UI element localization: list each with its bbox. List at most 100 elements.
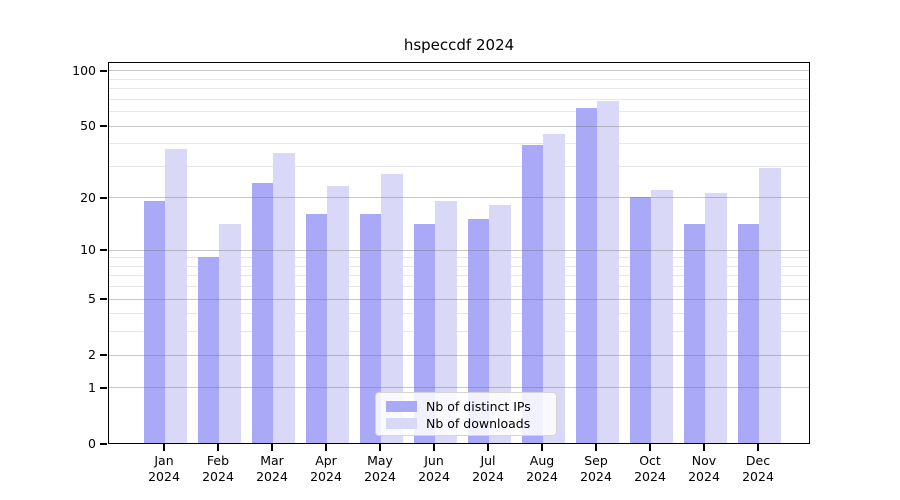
x-tick-label-line: Feb: [206, 453, 230, 468]
gridline-minor: [109, 275, 809, 277]
bar-distinct-ips: [629, 197, 651, 443]
x-tick-mark: [703, 444, 705, 451]
bar-distinct-ips: [737, 224, 759, 443]
x-tick-mark: [487, 444, 489, 451]
gridline-minor: [109, 98, 809, 100]
x-tick-label-line: 2024: [148, 469, 180, 484]
legend-entry-label: Nb of downloads: [426, 416, 531, 431]
x-tick-label: Jun 2024: [398, 453, 470, 485]
y-tick-label: 20: [80, 189, 96, 205]
x-tick-label-line: 2024: [202, 469, 234, 484]
gridline-major: [109, 70, 809, 72]
legend: Nb of distinct IPs Nb of downloads: [375, 392, 557, 436]
x-tick-mark: [541, 444, 543, 451]
x-tick-label-line: 2024: [256, 469, 288, 484]
x-tick-label: Jan 2024: [128, 453, 200, 485]
bar-downloads: [651, 189, 673, 443]
chart-title: hspeccdf 2024: [403, 36, 515, 54]
x-tick-label: Nov 2024: [668, 453, 740, 485]
legend-swatch: [386, 418, 417, 429]
gridline-major: [109, 249, 809, 251]
bar-downloads: [435, 200, 457, 443]
y-tick-label: 1: [88, 379, 96, 395]
y-tick-label: 0: [88, 436, 96, 451]
x-tick-label-line: 2024: [526, 469, 558, 484]
y-tick-mark: [100, 443, 107, 445]
bar-downloads: [165, 149, 187, 443]
y-tick-mark: [100, 249, 107, 252]
x-tick-label-line: Nov: [691, 453, 717, 468]
gridline-minor: [109, 165, 809, 167]
x-tick-label-line: 2024: [364, 469, 396, 484]
y-tick-label: 2: [88, 347, 96, 363]
bar-downloads: [327, 186, 349, 443]
gridline-minor: [109, 143, 809, 145]
x-tick-mark: [271, 444, 273, 451]
y-tick-label: 50: [80, 118, 96, 134]
x-tick-label: Mar 2024: [236, 453, 308, 485]
legend-entry-label: Nb of distinct IPs: [426, 399, 531, 414]
gridline-minor: [109, 257, 809, 259]
gridline-major: [109, 197, 809, 199]
x-tick-label-line: 2024: [742, 469, 774, 484]
x-tick-mark: [757, 444, 759, 451]
x-tick-mark: [163, 444, 165, 451]
x-tick-label-line: Jan: [154, 453, 174, 468]
x-tick-label-line: Oct: [639, 453, 661, 468]
x-tick-label: Feb 2024: [182, 453, 254, 485]
x-tick-label-line: 2024: [634, 469, 666, 484]
legend-entry: Nb of downloads: [386, 415, 548, 432]
bar-distinct-ips: [467, 218, 489, 443]
x-tick-mark: [433, 444, 435, 451]
gridline-major: [109, 298, 809, 300]
x-tick-label-line: Sep: [584, 453, 608, 468]
x-tick-label-line: 2024: [688, 469, 720, 484]
x-tick-label: Oct 2024: [614, 453, 686, 485]
bar-downloads: [273, 153, 295, 443]
x-tick-label-line: Jun: [424, 453, 444, 468]
gridline-major: [109, 354, 809, 356]
gridline-minor: [109, 286, 809, 288]
gridline-minor: [109, 111, 809, 113]
y-tick-label: 100: [72, 63, 96, 79]
bar-distinct-ips: [143, 200, 165, 443]
bar-distinct-ips: [521, 144, 543, 443]
x-tick-label-line: May: [367, 453, 393, 468]
x-tick-label-line: Aug: [529, 453, 555, 468]
x-tick-label-line: Apr: [315, 453, 337, 468]
y-tick-mark: [100, 70, 107, 72]
gridline-minor: [109, 265, 809, 267]
x-tick-mark: [217, 444, 219, 451]
plot-area: [108, 62, 810, 444]
y-tick-mark: [100, 354, 107, 357]
bar-distinct-ips: [251, 182, 273, 443]
x-tick-label: Apr 2024: [290, 453, 362, 485]
x-tick-label-line: 2024: [472, 469, 504, 484]
x-tick-mark: [379, 444, 381, 451]
x-tick-label-line: Mar: [260, 453, 284, 468]
bar-distinct-ips: [359, 214, 381, 443]
gridline-minor: [109, 88, 809, 90]
bar-downloads: [759, 168, 781, 443]
bar-distinct-ips: [305, 214, 327, 443]
gridline-minor: [109, 78, 809, 80]
bar-distinct-ips: [683, 224, 705, 443]
gridline-minor: [109, 331, 809, 333]
bar-distinct-ips: [575, 108, 597, 443]
gridline-minor: [109, 313, 809, 315]
bar-downloads: [543, 133, 565, 443]
bar-downloads: [381, 173, 403, 443]
x-tick-label-line: 2024: [310, 469, 342, 484]
bar-downloads: [705, 193, 727, 443]
bar-downloads: [597, 100, 619, 443]
x-tick-mark: [325, 444, 327, 451]
y-tick-label: 10: [80, 242, 96, 258]
y-tick-mark: [100, 197, 107, 199]
bar-distinct-ips: [413, 224, 435, 443]
x-tick-label: Aug 2024: [506, 453, 578, 485]
y-tick-mark: [100, 298, 107, 300]
gridline-major: [109, 387, 809, 389]
y-tick-mark: [100, 387, 107, 389]
y-tick-label: 5: [88, 291, 96, 307]
